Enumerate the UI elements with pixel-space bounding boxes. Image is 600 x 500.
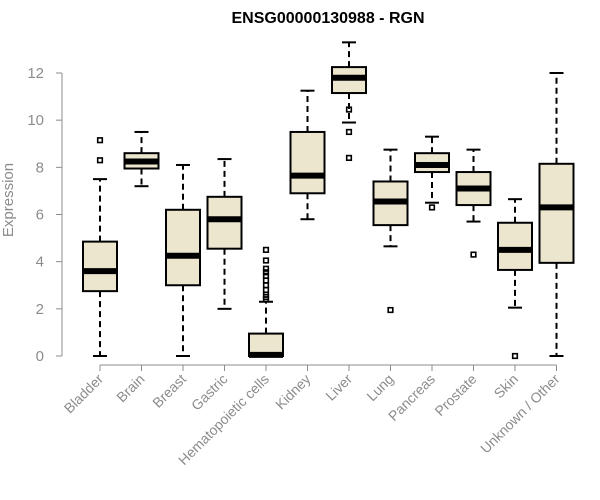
box-gastric <box>206 158 243 310</box>
box-bladder <box>82 137 118 357</box>
box-kidney <box>289 89 326 221</box>
box-pancreas <box>414 135 450 211</box>
y-tick-label: 8 <box>36 159 44 176</box>
x-tick-label-kidney: Kidney <box>272 371 314 413</box>
outlier-point <box>262 277 270 284</box>
outlier-point <box>262 286 270 294</box>
x-tick-label-prostate: Prostate <box>431 371 479 419</box>
outlier-point <box>96 137 104 144</box>
y-axis-ticks: 0 2 4 6 8 10 12 <box>27 65 62 365</box>
x-tick-label-brain: Brain <box>113 371 147 405</box>
y-tick-label: 12 <box>27 65 44 82</box>
outlier-point <box>428 204 436 211</box>
outlier-point <box>345 106 353 113</box>
box-skin <box>497 198 533 360</box>
x-tick-label-breast: Breast <box>149 371 189 411</box>
box-brain <box>123 130 160 188</box>
iqr-box <box>497 221 533 271</box>
outlier-point <box>262 282 270 289</box>
chart-title: ENSG00000130988 - RGN <box>232 10 425 27</box>
outlier-point <box>262 272 270 279</box>
box-prostate <box>455 148 492 258</box>
iqr-box <box>289 130 326 195</box>
box-unknown-other <box>538 72 575 357</box>
outlier-point <box>96 157 104 164</box>
outlier-point <box>511 352 519 360</box>
y-tick-label: 0 <box>36 348 44 365</box>
outlier-point <box>262 246 270 253</box>
iqr-box <box>538 162 575 264</box>
x-tick-label-bladder: Bladder <box>61 371 107 417</box>
outlier-point <box>345 128 353 136</box>
iqr-box <box>206 195 243 250</box>
y-axis-label: Expression <box>0 163 17 237</box>
iqr-box <box>165 208 201 287</box>
y-tick-label: 6 <box>36 207 44 224</box>
x-tick-label-lung: Lung <box>363 371 396 404</box>
y-tick-label: 2 <box>36 301 44 318</box>
x-tick-label-skin: Skin <box>491 371 522 402</box>
box-lung <box>372 148 409 314</box>
outlier-point <box>262 257 270 264</box>
iqr-box <box>82 240 118 293</box>
outlier-point <box>387 306 394 314</box>
box-liver <box>331 41 367 162</box>
outlier-point <box>262 269 270 276</box>
outlier-point <box>345 154 353 162</box>
x-tick-label-liver: Liver <box>322 371 355 404</box>
outlier-point <box>262 265 270 272</box>
y-tick-label: 10 <box>27 112 44 129</box>
box-breast <box>165 163 201 357</box>
boxplot-series <box>82 41 575 360</box>
y-tick-label: 4 <box>36 254 44 271</box>
outlier-point <box>470 251 477 258</box>
box-hematopoietic-cells <box>248 246 284 358</box>
x-tick-label-unknown-other: Unknown / Other <box>477 371 563 457</box>
